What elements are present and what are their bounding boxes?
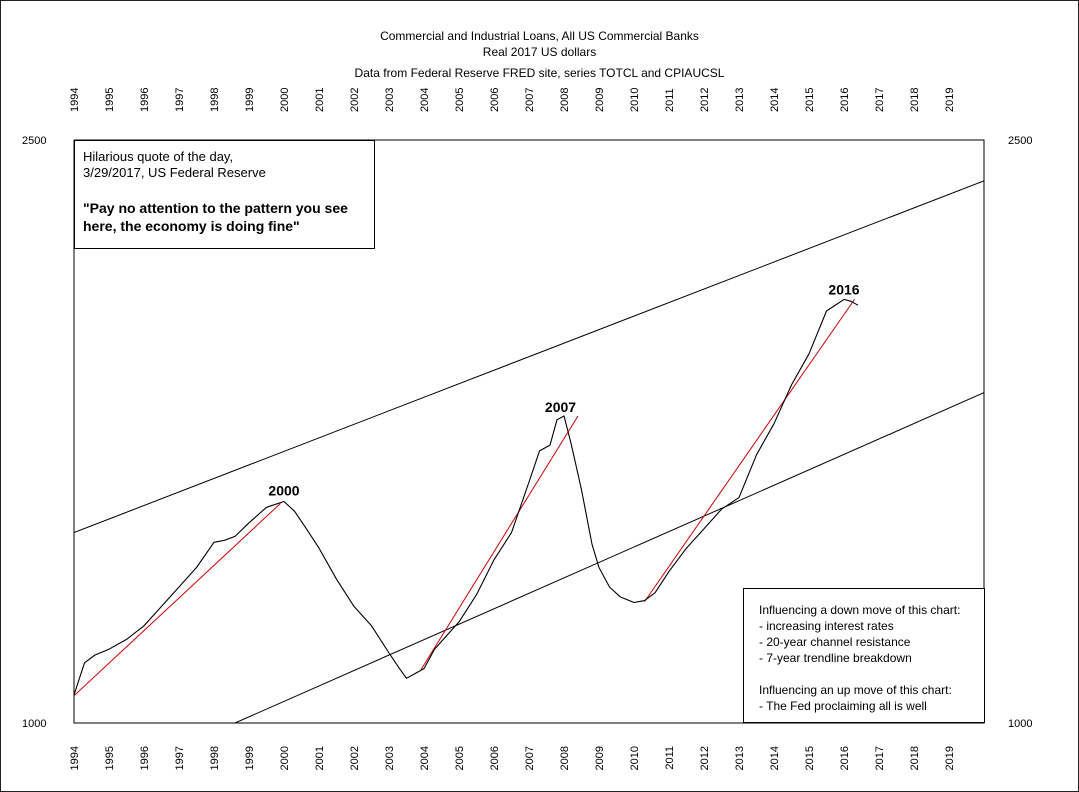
- x-tick-label-bottom: 1997: [174, 746, 186, 770]
- x-tick-label-bottom: 2014: [769, 746, 781, 770]
- x-tick-label-top: 2004: [419, 88, 431, 112]
- trend-2010-2016-line: [644, 299, 855, 603]
- channel-bottom-line: [234, 392, 984, 723]
- info-line-6: - The Fed proclaiming all is well: [759, 699, 927, 713]
- x-tick-label-top: 2010: [629, 88, 641, 112]
- x-tick-label-top: 2017: [874, 88, 886, 112]
- x-tick-label-bottom: 2010: [629, 746, 641, 770]
- x-tick-label-top: 1996: [139, 88, 151, 112]
- x-tick-label-top: 1995: [104, 88, 116, 112]
- quote-line-1: Hilarious quote of the day,: [83, 149, 234, 164]
- y-tick-label-left-bottom: 1000: [22, 718, 46, 730]
- x-tick-label-bottom: 1999: [244, 746, 256, 770]
- x-tick-label-top: 2005: [454, 88, 466, 112]
- x-tick-label-top: 2016: [839, 88, 851, 112]
- x-tick-label-top: 2006: [489, 88, 501, 112]
- x-tick-label-bottom: 2009: [594, 746, 606, 770]
- x-tick-label-bottom: 2008: [559, 746, 571, 770]
- info-line-4: - 7-year trendline breakdown: [759, 651, 912, 665]
- x-tick-label-top: 2003: [384, 88, 396, 112]
- series-line-0: [74, 298, 859, 696]
- quote-box: Hilarious quote of the day, 3/29/2017, U…: [74, 140, 375, 249]
- x-tick-label-top: 2015: [804, 88, 816, 112]
- x-tick-label-bottom: 2016: [839, 746, 851, 770]
- x-tick-label-top: 1999: [244, 88, 256, 112]
- info-line-5: Influencing an up move of this chart:: [759, 683, 952, 697]
- annotation-label-2000: 2000: [268, 483, 299, 499]
- x-tick-label-top: 2013: [734, 88, 746, 112]
- y-tick-label-right-top: 2500: [1008, 135, 1032, 147]
- trend-2003-2007-line: [420, 415, 579, 671]
- x-tick-label-top: 2001: [314, 88, 326, 112]
- x-tick-label-bottom: 2015: [804, 746, 816, 770]
- chart-subtitle: Real 2017 US dollars: [482, 45, 597, 59]
- x-tick-label-top: 2002: [349, 88, 361, 112]
- x-tick-label-top: 2000: [279, 88, 291, 112]
- x-tick-label-top: 2008: [559, 88, 571, 112]
- x-tick-label-bottom: 2006: [489, 746, 501, 770]
- y-tick-label-left-top: 2500: [22, 135, 46, 147]
- x-tick-label-top: 2019: [944, 88, 956, 112]
- chart-source-note: Data from Federal Reserve FRED site, ser…: [354, 66, 725, 80]
- info-line-1: Influencing a down move of this chart:: [759, 603, 961, 617]
- x-tick-label-top: 2012: [699, 88, 711, 112]
- x-tick-label-top: 2011: [664, 88, 676, 112]
- x-tick-label-bottom: 2017: [874, 746, 886, 770]
- x-tick-label-top: 2007: [524, 88, 536, 112]
- y-tick-label-right-bottom: 1000: [1008, 718, 1032, 730]
- x-tick-label-top: 2018: [909, 88, 921, 112]
- x-tick-label-top: 1998: [209, 88, 221, 112]
- x-tick-label-bottom: 2019: [944, 746, 956, 770]
- info-line-3: - 20-year channel resistance: [759, 635, 911, 649]
- x-tick-label-bottom: 2012: [699, 746, 711, 770]
- x-tick-label-bottom: 1996: [139, 746, 151, 770]
- x-tick-label-top: 2009: [594, 88, 606, 112]
- plot-area-border: [73, 139, 985, 724]
- quote-line-2: 3/29/2017, US Federal Reserve: [83, 165, 266, 180]
- annotation-label-2016: 2016: [828, 282, 859, 298]
- x-tick-label-bottom: 1998: [209, 746, 221, 770]
- x-tick-label-bottom: 2004: [419, 746, 431, 770]
- x-tick-label-bottom: 2003: [384, 746, 396, 770]
- quote-line-4: here, the economy is doing fine": [83, 218, 300, 234]
- x-tick-label-bottom: 2001: [314, 746, 326, 770]
- x-tick-label-bottom: 2002: [349, 746, 361, 770]
- x-tick-label-bottom: 2018: [909, 746, 921, 770]
- x-tick-label-bottom: 2011: [664, 746, 676, 770]
- x-tick-label-bottom: 2000: [279, 746, 291, 770]
- x-tick-label-top: 1997: [174, 88, 186, 112]
- info-box: Influencing a down move of this chart: -…: [743, 588, 985, 723]
- x-tick-label-bottom: 1994: [69, 746, 81, 770]
- x-tick-label-bottom: 2013: [734, 746, 746, 770]
- x-tick-label-bottom: 1995: [104, 746, 116, 770]
- x-tick-label-top: 1994: [69, 88, 81, 112]
- trend-1994-2000-line: [74, 503, 281, 697]
- info-line-2: - increasing interest rates: [759, 619, 894, 633]
- channel-top-line: [74, 180, 984, 534]
- x-tick-label-bottom: 2007: [524, 746, 536, 770]
- quote-line-3: "Pay no attention to the pattern you see: [83, 200, 348, 216]
- x-tick-label-top: 2014: [769, 88, 781, 112]
- annotation-label-2007: 2007: [545, 399, 576, 415]
- chart-title: Commercial and Industrial Loans, All US …: [380, 29, 699, 43]
- x-tick-label-bottom: 2005: [454, 746, 466, 770]
